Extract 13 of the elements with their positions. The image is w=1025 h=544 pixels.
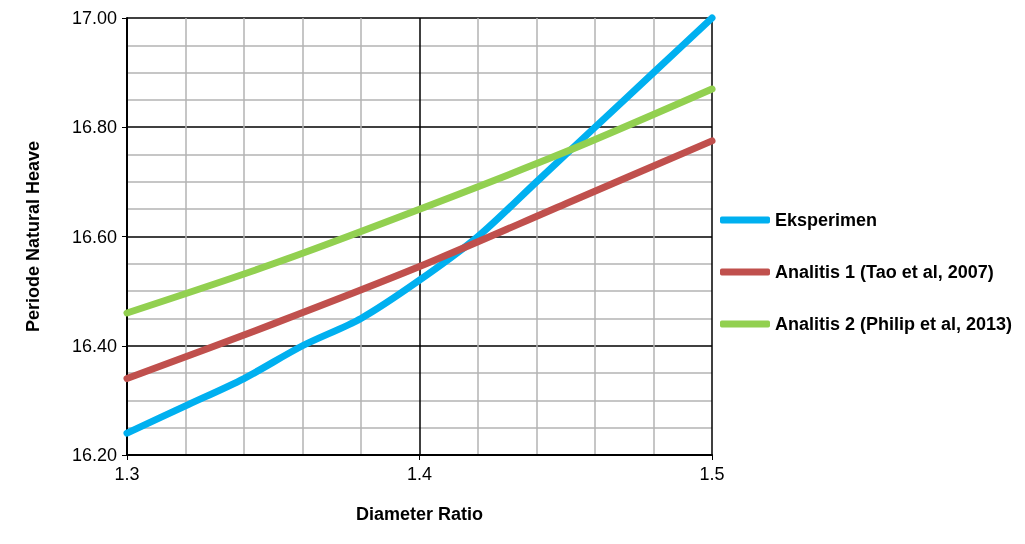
y-tick-label: 16.20 <box>71 445 117 465</box>
x-tick-label: 1.4 <box>406 464 433 484</box>
legend-label: Analitis 1 (Tao et al, 2007) <box>775 262 994 282</box>
y-axis-title: Periode Natural Heave <box>23 140 43 333</box>
legend-label: Analitis 2 (Philip et al, 2013) <box>775 314 1013 334</box>
x-tick-label: 1.3 <box>114 464 140 484</box>
x-axis-title: Diameter Ratio <box>355 504 484 524</box>
y-tick-label: 17.00 <box>71 8 117 28</box>
y-tick-label: 16.60 <box>71 226 117 247</box>
y-tick-label: 16.80 <box>71 117 117 138</box>
legend-label: Eksperimen <box>775 210 878 230</box>
x-tick-label: 1.5 <box>699 464 725 484</box>
y-tick-label: 16.40 <box>71 335 117 356</box>
